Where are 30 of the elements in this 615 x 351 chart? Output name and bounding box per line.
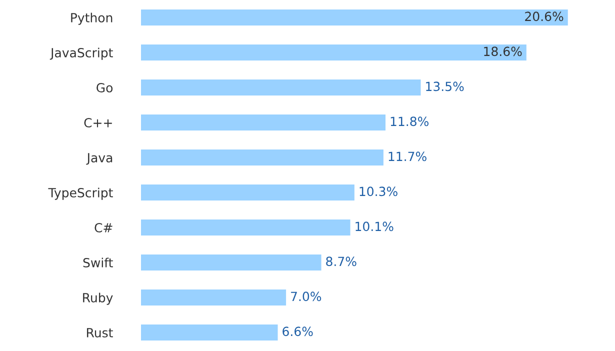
data-label: 20.6% [525, 12, 564, 22]
data-label: 13.5% [426, 82, 464, 92]
y-tick-label: Swift [83, 258, 113, 268]
bar [141, 114, 386, 131]
y-tick-label: Rust [86, 328, 113, 338]
y-tick-label: JavaScript [50, 48, 113, 60]
y-tick-label: TypeScript [48, 188, 113, 200]
data-label: 8.7% [326, 256, 356, 266]
bar [141, 79, 421, 96]
data-label: 7.0% [291, 292, 322, 302]
y-tick-label: C# [94, 222, 112, 232]
y-tick-label: Go [96, 82, 113, 92]
bar [141, 44, 526, 61]
bar [141, 254, 322, 271]
data-label: 6.6% [282, 326, 313, 336]
y-tick-label: Python [71, 12, 112, 25]
data-label: 18.6% [484, 46, 522, 56]
bar [141, 324, 278, 341]
bar [141, 149, 384, 166]
bar [141, 9, 568, 26]
y-tick-label: Ruby [83, 292, 113, 305]
bar [141, 219, 350, 236]
bar [141, 289, 286, 306]
data-label: 10.3% [360, 186, 398, 196]
data-label: 10.1% [356, 222, 394, 232]
bar [141, 184, 354, 201]
y-tick-label: Java [86, 153, 112, 165]
data-label: 11.7% [388, 152, 426, 162]
y-tick-label: C++ [84, 118, 112, 128]
data-label: 11.8% [390, 116, 429, 126]
